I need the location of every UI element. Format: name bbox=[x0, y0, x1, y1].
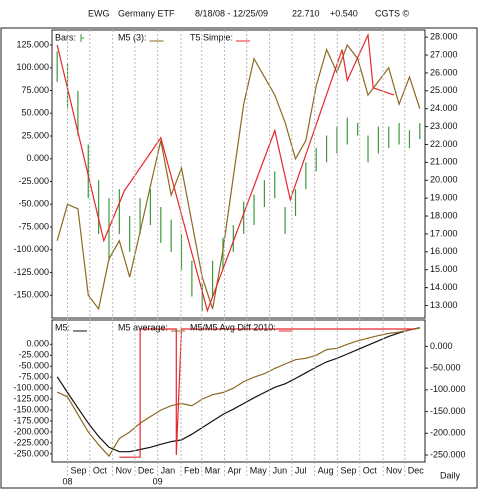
line-series bbox=[56, 327, 420, 453]
x-tick-label: Jun bbox=[273, 465, 288, 475]
y-tick-label: -250.000 bbox=[13, 448, 49, 458]
legend-label: M5 (3): bbox=[118, 32, 147, 42]
y-tick-label: -75.000 bbox=[18, 372, 49, 382]
x-tick-label: Sep bbox=[340, 465, 356, 475]
legend-label: Bars: bbox=[55, 32, 76, 42]
year-label: 08 bbox=[63, 476, 73, 486]
y-tick-label: -50.000 bbox=[18, 199, 49, 209]
legend-label: T5 Simple: bbox=[190, 32, 233, 42]
y2-tick-label: 24.000 bbox=[430, 103, 458, 113]
y-tick-label: -225.000 bbox=[13, 437, 49, 447]
y2-tick-label: 19.000 bbox=[430, 193, 458, 203]
credit: CGTS © bbox=[375, 8, 410, 18]
indicator-panel-frame bbox=[51, 319, 426, 463]
x-tick-label: May bbox=[250, 465, 268, 475]
y2-tick-label: 25.000 bbox=[430, 85, 458, 95]
price-change: +0.540 bbox=[330, 8, 358, 18]
y-tick-label: -150.000 bbox=[13, 404, 49, 414]
y-tick-label: -200.000 bbox=[13, 426, 49, 436]
line-series bbox=[56, 43, 421, 311]
y2-tick-label: 28.000 bbox=[430, 32, 458, 42]
y-tick-label: -125.000 bbox=[13, 393, 49, 403]
y2-tick-label: -150.000 bbox=[430, 406, 466, 416]
y-tick-label: 100.000 bbox=[16, 62, 49, 72]
symbol: EWG bbox=[88, 8, 110, 18]
y2-tick-label: -250.000 bbox=[430, 449, 466, 459]
y2-tick-label: 14.000 bbox=[430, 282, 458, 292]
y2-tick-label: 16.000 bbox=[430, 246, 458, 256]
y2-tick-label: 23.000 bbox=[430, 121, 458, 131]
y-tick-label: 50.000 bbox=[21, 108, 49, 118]
y-tick-label: -75.000 bbox=[18, 221, 49, 231]
line-series bbox=[56, 327, 420, 458]
y-tick-label: -100.000 bbox=[13, 383, 49, 393]
y2-tick-label: 21.000 bbox=[430, 157, 458, 167]
y2-tick-label: 18.000 bbox=[430, 210, 458, 220]
y-tick-label: -125.000 bbox=[13, 267, 49, 277]
x-tick-label: Dec bbox=[408, 465, 425, 475]
y-tick-label: 0.000 bbox=[26, 339, 49, 349]
x-tick-label: Sep bbox=[71, 465, 87, 475]
y2-tick-label: 26.000 bbox=[430, 67, 458, 77]
y-tick-label: -150.000 bbox=[13, 290, 49, 300]
y2-tick-label: -200.000 bbox=[430, 428, 466, 438]
period-label: Daily bbox=[440, 470, 461, 480]
legend-label: M5 average: bbox=[118, 322, 168, 332]
last-price: 22.710 bbox=[292, 8, 320, 18]
y-tick-label: -25.000 bbox=[18, 176, 49, 186]
y2-tick-label: 20.000 bbox=[430, 175, 458, 185]
y-tick-label: -175.000 bbox=[13, 415, 49, 425]
x-tick-label: Oct bbox=[363, 465, 378, 475]
y2-tick-label: 15.000 bbox=[430, 264, 458, 274]
date-range: 8/18/08 - 12/25/09 bbox=[195, 8, 268, 18]
y2-tick-label: 17.000 bbox=[430, 228, 458, 238]
y-tick-label: 0.000 bbox=[26, 153, 49, 163]
y-tick-label: -100.000 bbox=[13, 244, 49, 254]
plot-area bbox=[56, 32, 421, 313]
x-tick-label: Mar bbox=[205, 465, 221, 475]
y2-tick-label: 0.000 bbox=[430, 341, 453, 351]
year-label: 09 bbox=[153, 476, 163, 486]
x-tick-label: Dec bbox=[138, 465, 155, 475]
y2-tick-label: -100.000 bbox=[430, 384, 466, 394]
outer-frame bbox=[0, 27, 478, 489]
x-tick-label: Aug bbox=[318, 465, 334, 475]
fund-name: Germany ETF bbox=[118, 8, 175, 18]
y-tick-label: 75.000 bbox=[21, 85, 49, 95]
y-tick-label: 25.000 bbox=[21, 130, 49, 140]
x-tick-label: Nov bbox=[116, 465, 133, 475]
x-tick-label: Apr bbox=[228, 465, 242, 475]
line-series bbox=[56, 32, 395, 313]
y2-tick-label: 27.000 bbox=[430, 49, 458, 59]
y2-tick-label: 22.000 bbox=[430, 139, 458, 149]
legend-label: M5/M5 Avg Diff 2010: bbox=[190, 322, 276, 332]
price-panel-frame bbox=[51, 29, 426, 319]
plot-area bbox=[56, 327, 420, 458]
x-tick-label: Feb bbox=[184, 465, 200, 475]
x-tick-label: Jul bbox=[295, 465, 307, 475]
y-tick-label: 125.000 bbox=[16, 39, 49, 49]
y-tick-label: -50.000 bbox=[18, 361, 49, 371]
line-series bbox=[119, 328, 415, 458]
x-tick-label: Oct bbox=[93, 465, 108, 475]
legend-label: M5: bbox=[55, 322, 70, 332]
y2-tick-label: -50.000 bbox=[430, 362, 461, 372]
y-tick-label: -25.000 bbox=[18, 350, 49, 360]
y2-tick-label: 13.000 bbox=[430, 300, 458, 310]
x-tick-label: Nov bbox=[386, 465, 403, 475]
x-tick-label: Jan bbox=[161, 465, 176, 475]
